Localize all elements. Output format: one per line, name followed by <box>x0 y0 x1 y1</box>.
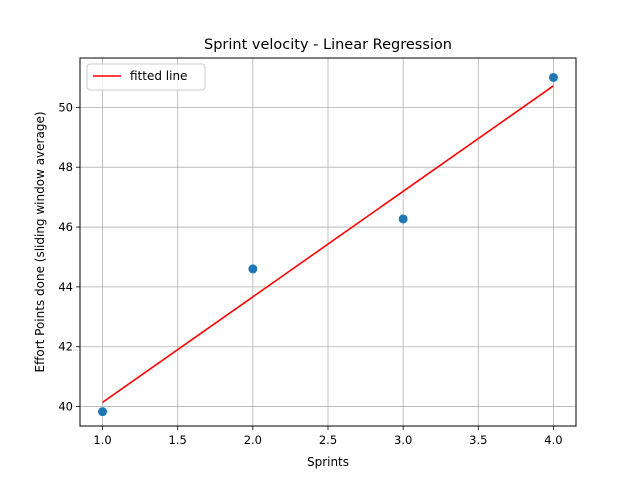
series-layer <box>98 72 558 417</box>
y-tick-label: 48 <box>58 160 73 174</box>
y-axis-ticks: 40 42 44 46 48 50 <box>58 100 80 414</box>
x-tick-label: 2.5 <box>319 433 337 447</box>
x-tick-label: 1.5 <box>169 433 187 447</box>
grid <box>80 58 576 426</box>
x-tick-label: 1.0 <box>93 433 111 447</box>
chart-title: Sprint velocity - Linear Regression <box>204 37 452 53</box>
y-axis-label: Effort Points done (sliding window avera… <box>33 111 47 372</box>
plot-area-frame <box>79 57 577 427</box>
y-tick-label: 46 <box>58 220 73 234</box>
data-point <box>398 214 408 224</box>
data-point <box>548 72 558 82</box>
legend-label-fitted-line: fitted line <box>130 69 187 83</box>
x-tick-label: 3.0 <box>394 433 412 447</box>
x-tick-label: 4.0 <box>544 433 562 447</box>
y-tick-label: 44 <box>58 280 73 294</box>
data-point <box>98 407 108 417</box>
y-tick-label: 50 <box>58 100 73 114</box>
y-tick-label: 40 <box>58 400 73 414</box>
data-point <box>248 264 258 274</box>
x-tick-label: 2.0 <box>244 433 262 447</box>
legend: fitted line <box>86 63 206 91</box>
x-axis-ticks: 1.0 1.5 2.0 2.5 3.0 3.5 4.0 <box>93 426 563 447</box>
y-tick-label: 42 <box>58 340 73 354</box>
x-axis-label: Sprints <box>307 455 349 469</box>
legend-box <box>86 63 206 91</box>
x-tick-label: 3.5 <box>469 433 487 447</box>
fitted-line <box>102 85 554 404</box>
